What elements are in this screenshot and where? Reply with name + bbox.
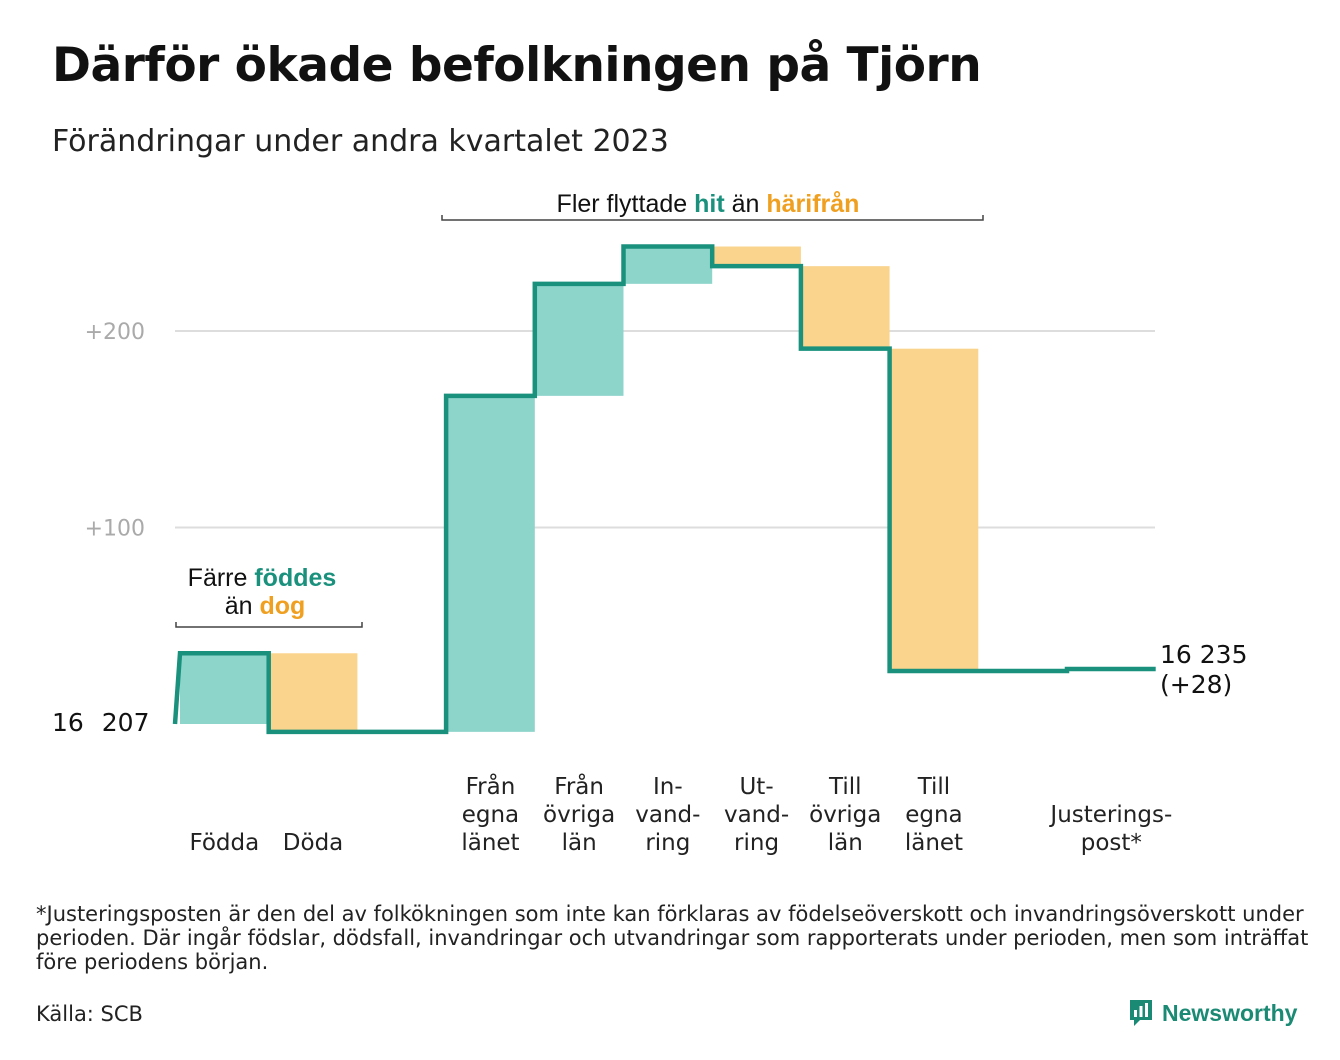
cumulative-step-line (172, 244, 1156, 735)
births-bracket (175, 622, 363, 628)
category-label: vand- (724, 802, 789, 828)
births-annotation-line1: Färre föddes (188, 564, 337, 592)
outflow-bar (712, 246, 801, 267)
moves-annotation: Fler flyttade hit än härifrån (557, 190, 860, 218)
inflow-bar (446, 395, 535, 732)
bar-chart-speech-icon (1130, 1000, 1152, 1026)
category-label: Till (917, 774, 951, 800)
outflow-bar (268, 653, 358, 732)
bars (180, 246, 979, 732)
category-label: Döda (283, 830, 343, 856)
y-tick-label: +100 (85, 517, 145, 542)
category-label: övriga (809, 802, 881, 828)
waterfall-chart: +100+200 Födda DödaFrånegnalänetFrånövrig… (52, 190, 1247, 856)
end-value-label: 16 235 (1160, 640, 1247, 669)
births-annotation-line2: än dog (225, 592, 306, 620)
brand-name: Newsworthy (1162, 999, 1298, 1026)
category-label: Justerings- (1048, 802, 1172, 828)
chart-title: Därför ökade befolkningen på Tjörn (52, 38, 982, 93)
category-label: övriga (543, 802, 615, 828)
step-line (172, 244, 1156, 735)
category-label: Ut- (739, 774, 773, 800)
chart-subtitle: Förändringar under andra kvartalet 2023 (52, 124, 669, 159)
category-label: Födda (189, 830, 259, 856)
annotation-highlight-out: härifrån (766, 190, 859, 218)
category-label: Från (466, 772, 516, 800)
annotation-highlight-in: föddes (254, 564, 336, 592)
end-change-label: (+28) (1160, 670, 1232, 699)
category-label: egna (462, 802, 519, 828)
category-label: län (828, 830, 863, 856)
footnote: *Justeringsposten är den del av folkökni… (36, 902, 1309, 974)
category-label: ring (645, 830, 690, 856)
annotation-text: än (725, 190, 767, 218)
category-label: post* (1081, 830, 1142, 856)
category-label: egna (905, 802, 962, 828)
gridlines: +100 +200 (85, 320, 1155, 542)
inflow-bar (534, 283, 624, 396)
category-label: län (562, 830, 597, 856)
category-label: länet (905, 830, 963, 856)
category-label: vand- (635, 802, 700, 828)
category-label: ring (734, 830, 779, 856)
brand-logo: Newsworthy (1128, 998, 1297, 1028)
moves-bracket (441, 215, 984, 221)
annotation-highlight-in: hit (694, 190, 725, 218)
annotation-text: än (225, 592, 260, 620)
inflow-bar (180, 653, 269, 724)
source-note: Källa: SCB (36, 1002, 143, 1026)
labels: Födda DödaFrånegnalänetFrånövrigalänIn-va… (52, 640, 1247, 856)
category-label: länet (461, 830, 519, 856)
category-label: Från (554, 772, 604, 800)
outflow-bar (889, 348, 979, 671)
y-tick-label: +200 (85, 320, 145, 345)
annotation-text: Fler flyttade (557, 190, 695, 218)
annotation-highlight-out: dog (259, 592, 305, 620)
annotation-text: Färre (188, 564, 255, 592)
outflow-bar (800, 266, 890, 349)
start-value-label: 16 207 (52, 708, 149, 737)
category-label: Till (828, 774, 862, 800)
category-label: In- (653, 774, 683, 800)
inflow-bar (623, 246, 713, 284)
